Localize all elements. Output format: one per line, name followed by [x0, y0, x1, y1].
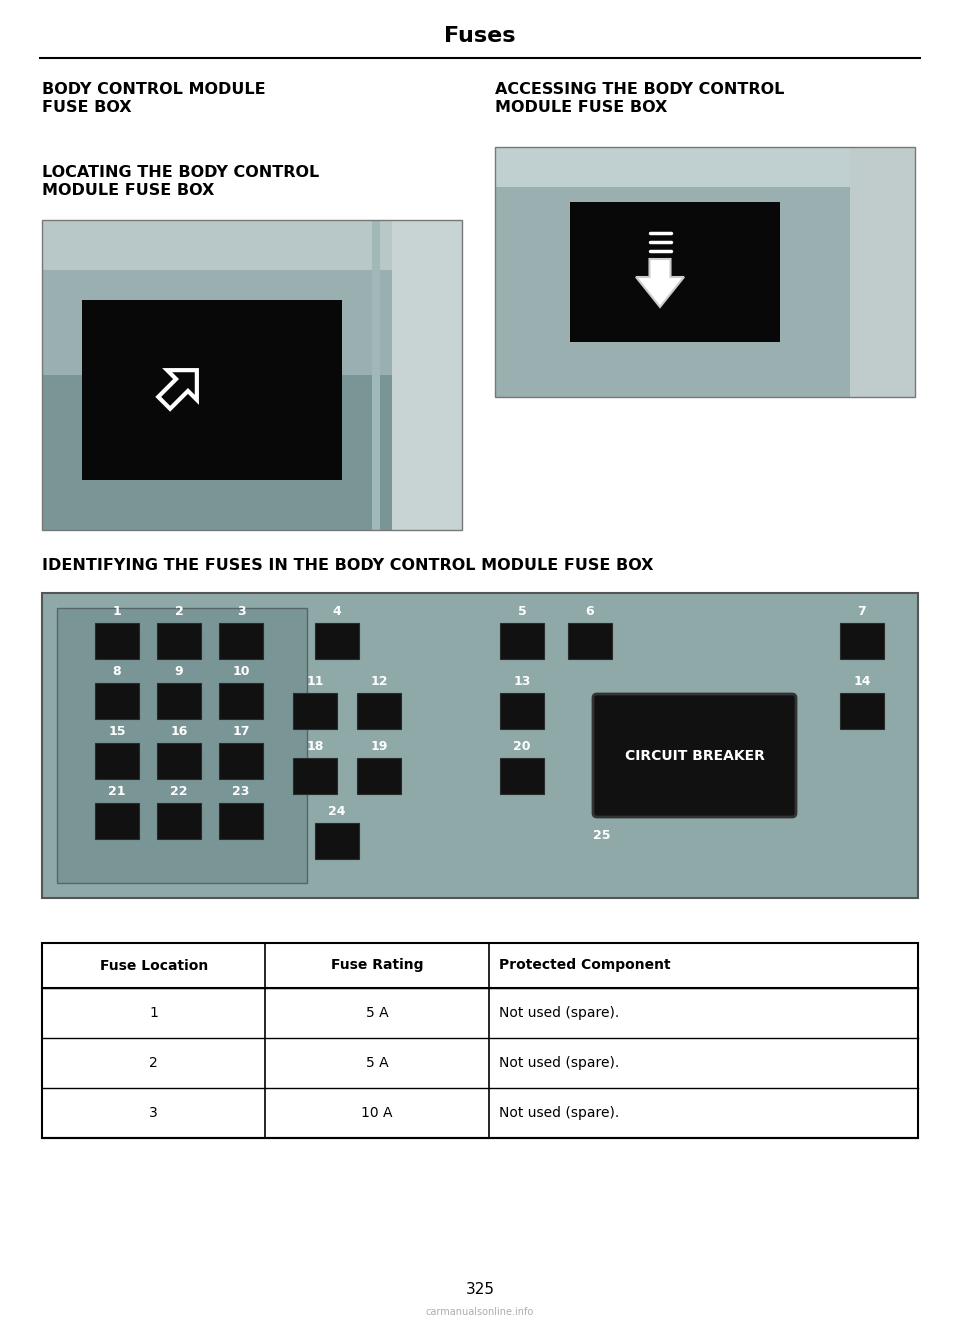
Text: BODY CONTROL MODULE
FUSE BOX: BODY CONTROL MODULE FUSE BOX — [42, 82, 266, 115]
Text: 4: 4 — [332, 605, 342, 618]
Bar — [42, 220, 462, 271]
Bar — [840, 693, 884, 729]
Text: 6: 6 — [586, 605, 594, 618]
Bar — [500, 693, 544, 729]
Text: 14: 14 — [853, 675, 871, 688]
Text: Not used (spare).: Not used (spare). — [499, 1006, 619, 1020]
Bar — [219, 683, 263, 719]
Text: 13: 13 — [514, 675, 531, 688]
Bar — [293, 693, 337, 729]
Text: 5 A: 5 A — [366, 1055, 389, 1070]
Text: CIRCUIT BREAKER: CIRCUIT BREAKER — [625, 748, 764, 762]
Text: 5: 5 — [517, 605, 526, 618]
Bar — [570, 202, 780, 342]
Bar — [500, 623, 544, 659]
Bar — [42, 593, 918, 898]
Text: 10: 10 — [232, 666, 250, 678]
Text: 16: 16 — [170, 725, 188, 739]
Text: Protected Component: Protected Component — [499, 959, 670, 972]
Text: LOCATING THE BODY CONTROL
MODULE FUSE BOX: LOCATING THE BODY CONTROL MODULE FUSE BO… — [42, 164, 320, 198]
Bar — [157, 683, 201, 719]
Text: 3: 3 — [150, 1106, 158, 1120]
Bar — [495, 147, 915, 396]
Text: 22: 22 — [170, 785, 188, 798]
Text: IDENTIFYING THE FUSES IN THE BODY CONTROL MODULE FUSE BOX: IDENTIFYING THE FUSES IN THE BODY CONTRO… — [42, 558, 654, 573]
Text: 9: 9 — [175, 666, 183, 678]
Bar — [219, 743, 263, 778]
Bar — [840, 623, 884, 659]
Text: 21: 21 — [108, 785, 126, 798]
Text: 8: 8 — [112, 666, 121, 678]
Text: Not used (spare).: Not used (spare). — [499, 1055, 619, 1070]
Text: 1: 1 — [112, 605, 121, 618]
Text: 25: 25 — [593, 829, 611, 842]
Bar — [357, 693, 401, 729]
Text: Fuses: Fuses — [444, 27, 516, 46]
Bar — [95, 804, 139, 839]
Text: carmanualsonline.info: carmanualsonline.info — [426, 1307, 534, 1317]
Text: 3: 3 — [237, 605, 246, 618]
Text: 2: 2 — [150, 1055, 158, 1070]
Text: 20: 20 — [514, 740, 531, 753]
Text: 12: 12 — [371, 675, 388, 688]
Text: 11: 11 — [306, 675, 324, 688]
Bar — [42, 375, 462, 530]
Bar — [157, 804, 201, 839]
Text: 17: 17 — [232, 725, 250, 739]
Text: 1: 1 — [149, 1006, 158, 1020]
Text: Fuse Rating: Fuse Rating — [331, 959, 423, 972]
Text: 10 A: 10 A — [361, 1106, 393, 1120]
Bar — [42, 220, 462, 530]
Bar — [495, 147, 915, 396]
Bar — [568, 623, 612, 659]
Bar — [42, 220, 462, 530]
Bar — [157, 743, 201, 778]
Bar — [82, 300, 342, 480]
Text: 5 A: 5 A — [366, 1006, 389, 1020]
Text: 19: 19 — [371, 740, 388, 753]
Bar — [57, 609, 307, 883]
Bar — [95, 623, 139, 659]
Bar — [95, 683, 139, 719]
Bar — [500, 758, 544, 794]
Text: 325: 325 — [466, 1282, 494, 1298]
Bar — [315, 823, 359, 859]
FancyBboxPatch shape — [593, 693, 796, 817]
Bar — [293, 758, 337, 794]
Bar — [42, 943, 918, 1138]
Text: 7: 7 — [857, 605, 866, 618]
Polygon shape — [636, 259, 684, 308]
Text: 15: 15 — [108, 725, 126, 739]
Bar — [42, 943, 918, 1138]
Text: ACCESSING THE BODY CONTROL
MODULE FUSE BOX: ACCESSING THE BODY CONTROL MODULE FUSE B… — [495, 82, 784, 115]
Bar — [850, 147, 915, 396]
Bar — [219, 623, 263, 659]
Bar — [315, 623, 359, 659]
Text: 23: 23 — [232, 785, 250, 798]
Text: Fuse Location: Fuse Location — [100, 959, 207, 972]
Text: 18: 18 — [306, 740, 324, 753]
Bar — [219, 804, 263, 839]
Bar — [372, 220, 380, 530]
Text: Not used (spare).: Not used (spare). — [499, 1106, 619, 1120]
Bar — [495, 147, 915, 187]
Bar — [392, 220, 462, 530]
Text: 24: 24 — [328, 805, 346, 818]
Bar — [157, 623, 201, 659]
Text: 2: 2 — [175, 605, 183, 618]
Bar — [357, 758, 401, 794]
Bar — [95, 743, 139, 778]
